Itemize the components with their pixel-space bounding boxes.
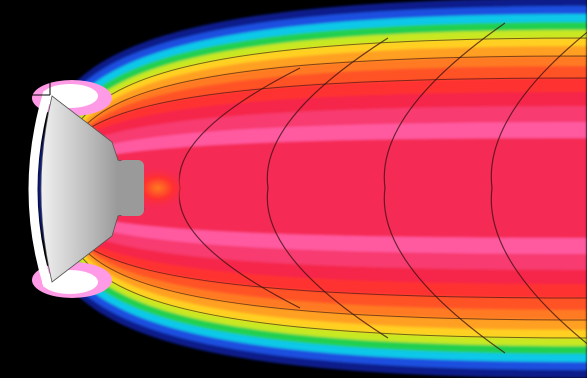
contour-line [383,22,506,354]
capsule-nozzle [118,160,144,216]
contour-lines [54,22,587,354]
capsule-rim [28,90,53,288]
contour-line [490,31,587,345]
plume-bands [38,0,587,378]
contour-line [266,37,389,339]
